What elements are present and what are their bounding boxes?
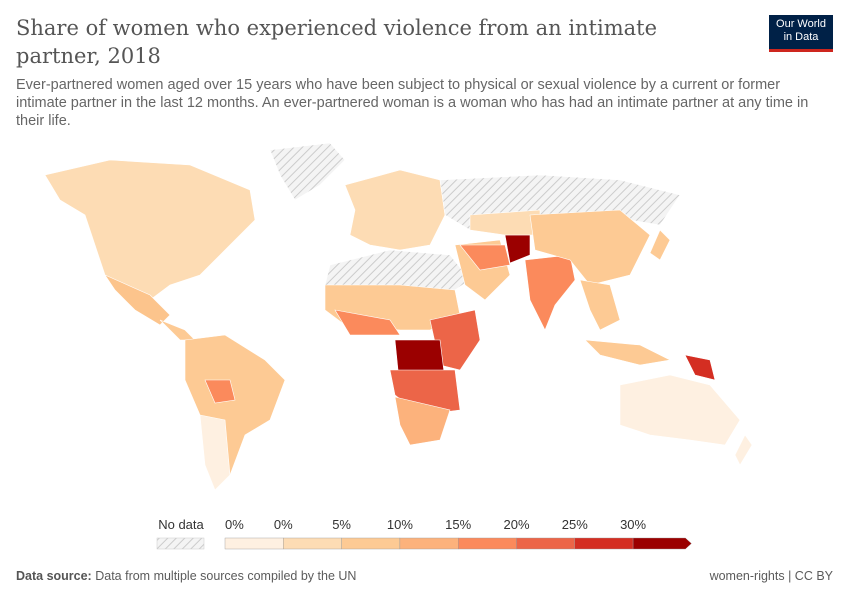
japan	[649, 229, 671, 261]
greenland	[269, 142, 346, 201]
legend-label-6: 25%	[562, 517, 588, 532]
legend-bin-1	[283, 537, 342, 550]
chart-subtitle: Ever-partnered women aged over 15 years …	[16, 77, 809, 129]
footer-license[interactable]: women-rights | CC BY	[709, 569, 833, 583]
bolivia	[204, 379, 236, 404]
legend-label-3: 10%	[387, 517, 413, 532]
owid-logo[interactable]: Our World in Data	[769, 15, 833, 52]
europe	[344, 169, 446, 251]
legend-bin-4	[458, 537, 517, 550]
legend-label-7: 30%	[620, 517, 646, 532]
logo-line1: Our World	[776, 18, 826, 30]
east-asia	[529, 209, 651, 286]
central-asia	[469, 209, 541, 236]
papua-new-guinea	[684, 354, 716, 381]
logo-line2: in Data	[783, 31, 819, 43]
southern-cone	[199, 414, 231, 491]
australia	[619, 374, 741, 446]
world-map	[44, 142, 753, 491]
legend-no-data-label: No data	[158, 517, 204, 532]
southeast-asia	[579, 279, 621, 331]
legend-bin-3	[399, 537, 459, 550]
legend-label-4: 15%	[445, 517, 471, 532]
legend-label-2: 5%	[332, 517, 351, 532]
chart-title: Share of women who experienced violence …	[16, 16, 658, 68]
india	[524, 254, 576, 331]
source-label: Data source:	[16, 569, 92, 583]
legend-label-1: 0%	[274, 517, 293, 532]
central-america	[159, 319, 196, 341]
legend-no-data-swatch	[156, 537, 205, 550]
north-america	[44, 159, 256, 301]
legend-bin-2	[341, 537, 401, 550]
legend-label-0: 0%	[225, 517, 244, 532]
mexico	[104, 274, 171, 326]
color-legend: No data 0% 0% 5% 10% 15% 20% 25% 30%	[156, 517, 692, 550]
legend-bin-5	[516, 537, 575, 550]
new-zealand	[734, 434, 753, 466]
south-america	[184, 334, 286, 491]
indonesia	[584, 339, 671, 366]
legend-label-5: 20%	[503, 517, 529, 532]
legend-bin-6	[574, 537, 634, 550]
source-text: Data from multiple sources compiled by t…	[95, 569, 357, 583]
legend-bin-7	[632, 537, 692, 550]
iran	[459, 244, 511, 271]
footer-source: Data source: Data from multiple sources …	[16, 569, 356, 583]
southern-africa	[394, 396, 451, 446]
legend-bin-0	[224, 537, 284, 550]
coastal-west-africa	[334, 309, 401, 336]
